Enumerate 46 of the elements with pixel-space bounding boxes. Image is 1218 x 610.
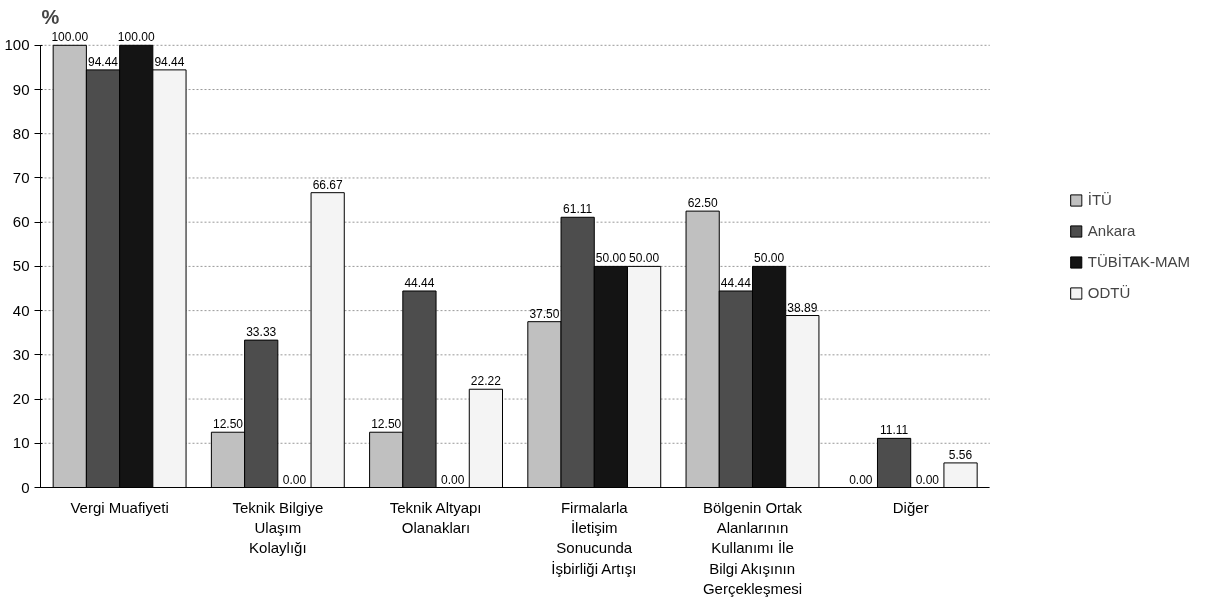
y-tick-label: 70 bbox=[12, 168, 30, 186]
y-tick-label: 10 bbox=[12, 434, 30, 452]
y-tick-label: 50 bbox=[12, 257, 30, 275]
legend-label: Ankara bbox=[1087, 222, 1136, 239]
data-label: 62.50 bbox=[687, 196, 718, 211]
data-label: 38.89 bbox=[787, 300, 818, 315]
data-label: 12.50 bbox=[371, 417, 402, 432]
y-tick-label: 20 bbox=[12, 390, 30, 408]
data-label: 0.00 bbox=[282, 472, 307, 487]
data-label: 33.33 bbox=[246, 325, 277, 340]
x-tick-label: Teknik Bilgiye Ulaşım Kolaylığı bbox=[232, 498, 324, 557]
data-label: 22.22 bbox=[470, 374, 502, 389]
legend-label: TÜBİTAK-MAM bbox=[1087, 253, 1190, 270]
data-label: 44.44 bbox=[404, 275, 435, 290]
y-tick-label: 40 bbox=[12, 301, 30, 319]
y-tick-label: 80 bbox=[12, 124, 30, 142]
data-label: 94.44 bbox=[87, 54, 119, 69]
y-axis-title: % bbox=[41, 6, 60, 29]
data-label: 37.50 bbox=[529, 306, 560, 321]
legend-label: İTÜ bbox=[1087, 191, 1112, 208]
data-label: 44.44 bbox=[720, 275, 752, 290]
data-label: 5.56 bbox=[948, 447, 973, 462]
y-tick-label: 60 bbox=[12, 213, 30, 231]
x-tick-label: Teknik Altyapı Olanakları bbox=[389, 498, 482, 536]
y-tick-label: 90 bbox=[12, 80, 30, 98]
legend-label: ODTÜ bbox=[1087, 284, 1131, 301]
y-tick-label: 100 bbox=[4, 36, 30, 54]
x-tick-label: Bölgenin Ortak Alanlarının Kullanımı İle Bilgi Akışının Gerçekleşmesi bbox=[702, 498, 803, 598]
data-label: 100.00 bbox=[117, 30, 155, 45]
data-label: 0.00 bbox=[440, 472, 465, 487]
x-tick-label: Diğer bbox=[892, 498, 929, 516]
data-label: 61.11 bbox=[563, 202, 593, 217]
y-tick-label: 30 bbox=[12, 345, 30, 363]
data-label: 50.00 bbox=[629, 251, 660, 266]
y-tick-label: 0 bbox=[21, 478, 30, 496]
data-label: 66.67 bbox=[312, 177, 344, 192]
data-label: 11.11 bbox=[879, 423, 909, 438]
x-tick-label: Vergi Muafiyeti bbox=[70, 498, 169, 516]
data-label: 94.44 bbox=[154, 54, 185, 69]
data-label: 50.00 bbox=[595, 251, 627, 266]
x-tick-label: Firmalarla İletişim Sonucunda İşbirliği Artışı bbox=[551, 498, 637, 577]
data-label: 0.00 bbox=[915, 472, 940, 487]
data-label: 100.00 bbox=[51, 30, 89, 45]
data-label: 0.00 bbox=[849, 472, 873, 487]
data-label: 50.00 bbox=[754, 251, 785, 266]
data-label: 12.50 bbox=[212, 417, 244, 432]
